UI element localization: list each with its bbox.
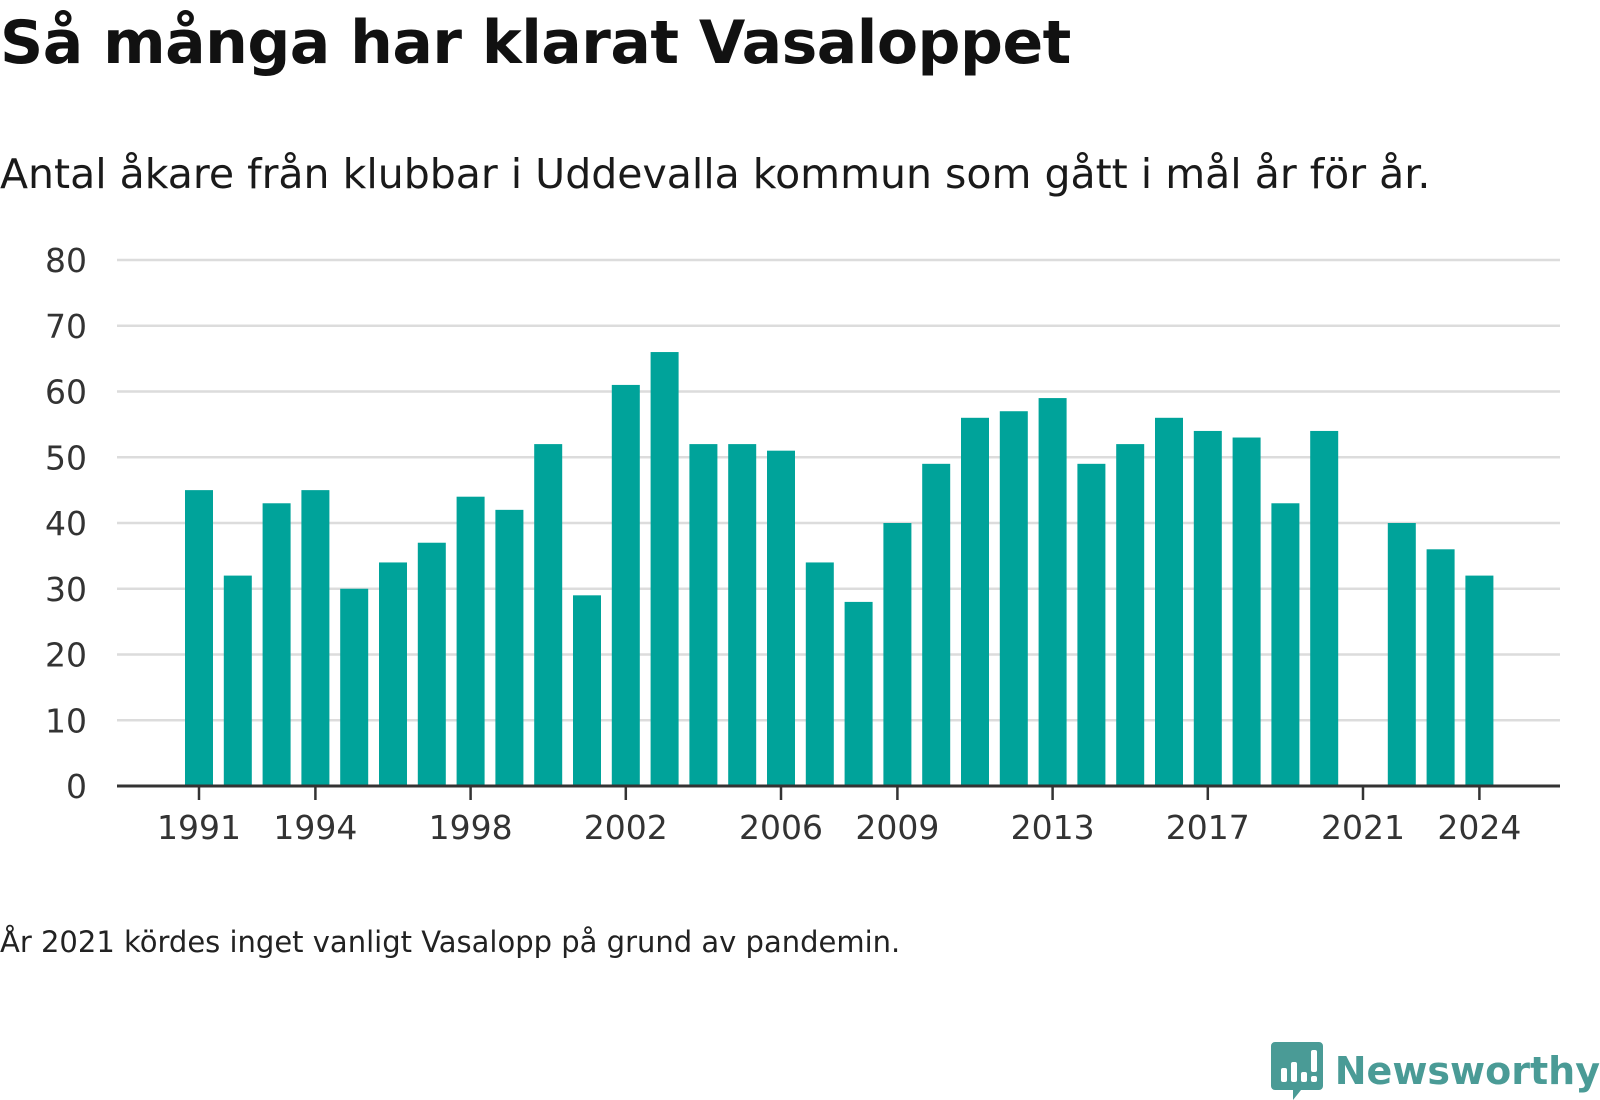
x-axis: 1991 1994 1998 2002 2006 2009 2013 2017 2021 2024 <box>117 784 1560 847</box>
bar: 2023: 36 <box>1426 549 1455 786</box>
bar: 1992: 32 <box>223 575 252 786</box>
bar-chart-logo-icon <box>1270 1042 1323 1100</box>
chart-title: Så många har klarat Vasaloppet <box>0 8 1071 78</box>
x-tick-label: 1994 <box>273 808 357 847</box>
bar: 2022: 40 <box>1387 523 1416 786</box>
x-tick-label: 2013 <box>1011 808 1095 847</box>
bar: 2000: 52 <box>534 444 563 786</box>
x-tick-label: 1998 <box>429 808 513 847</box>
x-tick-label: 2024 <box>1437 808 1521 847</box>
bar: 1994: 45 <box>301 490 330 786</box>
brand-logo: Newsworthy <box>1270 1042 1600 1100</box>
y-tick-label: 40 <box>45 504 87 543</box>
bar: 2004: 52 <box>689 444 718 786</box>
bar: 2019: 43 <box>1271 503 1300 786</box>
x-tick-label: 2006 <box>739 808 823 847</box>
bar: 2018: 53 <box>1232 437 1261 786</box>
y-tick-label: 80 <box>45 241 87 280</box>
footnote: År 2021 kördes inget vanligt Vasalopp på… <box>0 925 901 959</box>
bar: 2007: 34 <box>805 562 834 786</box>
x-tick-label: 2021 <box>1321 808 1405 847</box>
x-tick-label: 2017 <box>1166 808 1250 847</box>
brand-name: Newsworthy <box>1334 1049 1600 1093</box>
bar: 2010: 49 <box>922 463 951 786</box>
bar: 1996: 34 <box>379 562 407 786</box>
x-tick-label: 1991 <box>157 808 241 847</box>
x-tick-label: 2009 <box>855 808 939 847</box>
x-tick-label: 2002 <box>584 808 668 847</box>
bar-chart: 0 10 20 30 40 50 60 70 80 1991: 45 1992: 32 1993: … <box>45 241 1560 847</box>
grid-lines <box>117 258 1560 722</box>
bar: 2012: 57 <box>999 411 1028 786</box>
bar: 2002: 61 <box>611 384 640 786</box>
y-tick-label: 60 <box>45 373 87 412</box>
chart-subtitle: Antal åkare från klubbar i Uddevalla kom… <box>0 150 1431 198</box>
y-tick-label: 20 <box>45 636 87 675</box>
bar: 1991: 45 <box>185 490 213 786</box>
bar: 2011: 56 <box>961 417 989 786</box>
y-tick-label: 10 <box>45 701 87 740</box>
bar: 2001: 29 <box>573 595 601 786</box>
bar: 2009: 40 <box>883 523 912 786</box>
bar: 1999: 42 <box>495 509 524 786</box>
bar: 2005: 52 <box>728 444 757 786</box>
bar: 2008: 28 <box>844 601 873 786</box>
y-tick-label: 50 <box>45 438 87 477</box>
y-tick-label: 30 <box>45 570 87 609</box>
bar: 1995: 30 <box>340 588 369 786</box>
bar: 2024: 32 <box>1465 575 1494 786</box>
bar: 2016: 56 <box>1155 417 1183 786</box>
bar: 2003: 66 <box>650 352 679 786</box>
y-tick-label: 0 <box>66 767 87 806</box>
bars: 1991: 45 1992: 32 1993: 43 1994: 45 1995: 30… <box>185 352 1494 786</box>
bar: 2006: 51 <box>767 450 795 786</box>
bar: 1997: 37 <box>417 542 446 786</box>
bar: 2014: 49 <box>1077 463 1106 786</box>
bar: 2020: 54 <box>1310 430 1339 786</box>
bar: 2017: 54 <box>1193 430 1222 786</box>
bar: 1993: 43 <box>262 503 291 786</box>
bar: 2015: 52 <box>1116 444 1145 786</box>
bar: 2013: 59 <box>1038 398 1067 786</box>
y-tick-label: 70 <box>45 307 87 346</box>
bar: 1998: 44 <box>456 496 485 786</box>
y-axis-labels: 0 10 20 30 40 50 60 70 80 <box>45 241 87 806</box>
